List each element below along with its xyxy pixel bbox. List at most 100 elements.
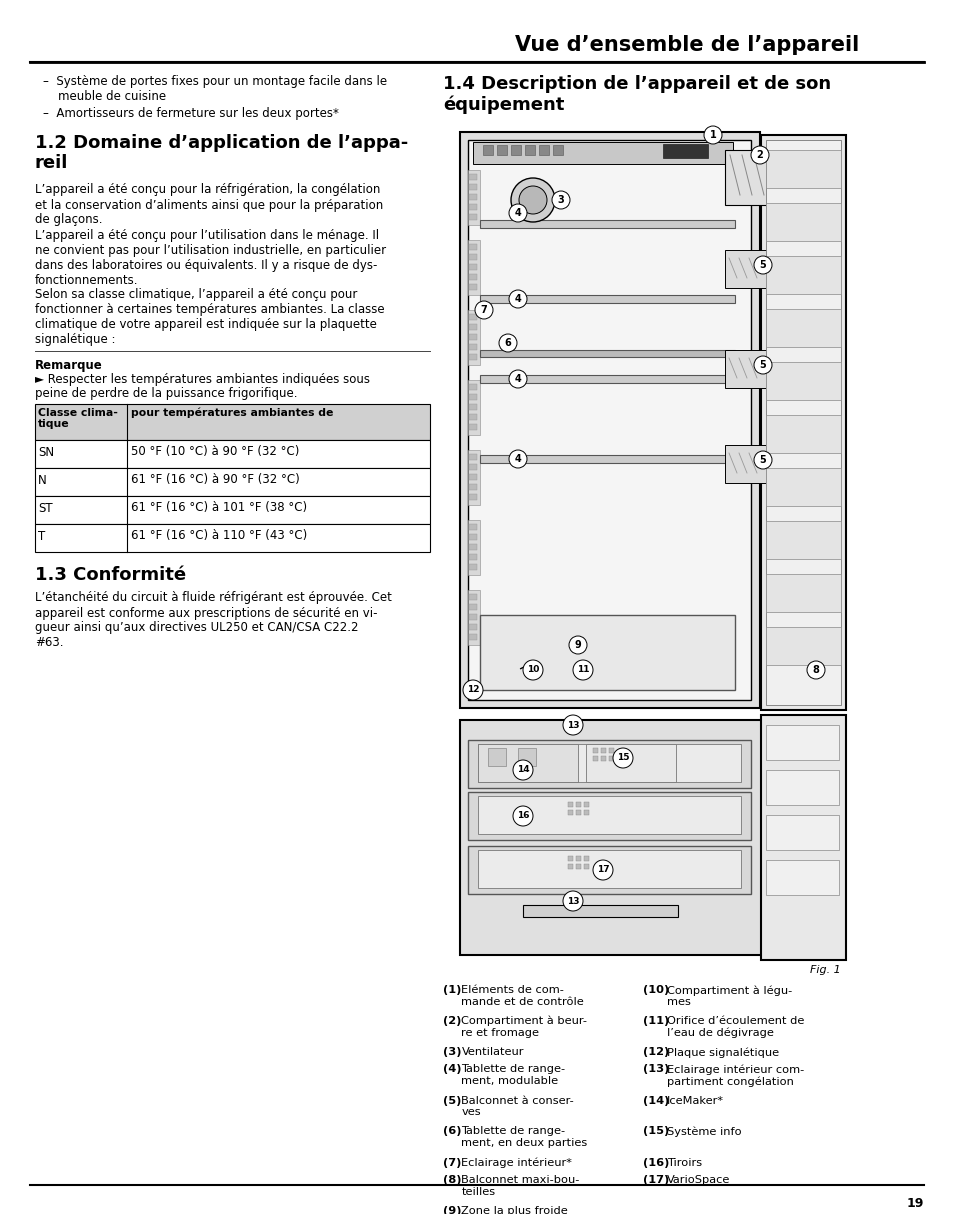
Bar [724, 446, 769, 483]
Bar [469, 404, 476, 410]
Text: Selon sa classe climatique, l’appareil a été conçu pour
fonctionner à certaines : Selon sa classe climatique, l’appareil a… [35, 288, 384, 346]
Circle shape [753, 356, 771, 374]
Bar [765, 770, 838, 805]
Bar [765, 860, 838, 895]
Text: ST: ST [38, 501, 52, 515]
Text: Ventilateur: Ventilateur [461, 1046, 523, 1057]
Text: Remarque: Remarque [35, 359, 103, 371]
Bar [469, 464, 476, 470]
Text: 5: 5 [759, 455, 765, 465]
Text: SN: SN [38, 446, 54, 459]
Text: Vue d’ensemble de l’appareil: Vue d’ensemble de l’appareil [515, 35, 858, 55]
Text: T: T [38, 529, 45, 543]
Text: 14: 14 [517, 766, 529, 775]
Bar [662, 144, 707, 158]
Bar [593, 748, 598, 753]
Bar [724, 250, 769, 288]
Bar [538, 144, 548, 155]
Bar [765, 469, 841, 506]
Circle shape [511, 178, 555, 222]
Bar [765, 310, 841, 347]
Bar [600, 748, 605, 753]
Text: Eclairage intérieur com-
partiment congélation: Eclairage intérieur com- partiment congé… [666, 1065, 803, 1088]
Bar [469, 565, 476, 571]
Bar [765, 256, 841, 294]
Text: 15: 15 [616, 754, 629, 762]
Text: 10: 10 [526, 665, 538, 675]
Bar [765, 725, 838, 760]
Bar [35, 439, 430, 467]
Bar [765, 574, 841, 612]
Text: (6): (6) [442, 1127, 461, 1136]
Bar [479, 220, 734, 228]
Text: 4: 4 [514, 208, 521, 219]
Bar [469, 384, 476, 390]
Bar [469, 484, 476, 490]
Text: Tablette de range-
ment, en deux parties: Tablette de range- ment, en deux parties [461, 1127, 587, 1148]
Bar [469, 454, 476, 460]
Text: 50 °F (10 °C) à 90 °F (32 °C): 50 °F (10 °C) à 90 °F (32 °C) [131, 446, 299, 459]
Text: –  Système de portes fixes pour un montage facile dans le
    meuble de cuisine: – Système de portes fixes pour un montag… [43, 75, 387, 103]
Text: 13: 13 [566, 896, 578, 906]
Bar [469, 624, 476, 630]
Bar [469, 534, 476, 540]
Text: Plaque signalétique: Plaque signalétique [666, 1046, 779, 1057]
Text: 1.2 Domaine d’application de l’appa-
reil: 1.2 Domaine d’application de l’appa- rei… [35, 134, 408, 172]
Text: 1: 1 [709, 130, 716, 140]
Bar [511, 144, 520, 155]
Circle shape [703, 126, 721, 144]
Text: 5: 5 [759, 260, 765, 270]
Bar [583, 864, 588, 869]
Text: (2): (2) [442, 1016, 461, 1026]
Bar [585, 744, 676, 782]
Bar [468, 310, 479, 365]
Bar [468, 520, 479, 575]
Text: 4: 4 [514, 294, 521, 304]
Bar [469, 284, 476, 290]
Bar [576, 802, 580, 807]
Bar [469, 544, 476, 550]
Bar [760, 715, 845, 960]
Text: 4: 4 [514, 374, 521, 384]
Bar [469, 414, 476, 420]
Text: (14): (14) [642, 1095, 669, 1106]
Bar [469, 395, 476, 399]
Circle shape [513, 760, 533, 781]
Bar [488, 748, 505, 766]
Bar [524, 144, 535, 155]
Bar [469, 524, 476, 531]
Text: Zone la plus froide: Zone la plus froide [461, 1206, 568, 1214]
Text: 2: 2 [756, 151, 762, 160]
Text: Balconnet maxi-bou-
teilles: Balconnet maxi-bou- teilles [461, 1175, 579, 1197]
Text: (13): (13) [642, 1065, 669, 1074]
Bar [469, 263, 476, 270]
Text: VarioSpace: VarioSpace [666, 1175, 730, 1185]
Bar [35, 495, 430, 523]
Bar [468, 741, 750, 788]
Bar [553, 144, 562, 155]
Bar [469, 185, 476, 191]
Bar [765, 140, 841, 705]
Text: (8): (8) [442, 1175, 461, 1185]
Text: 61 °F (16 °C) à 110 °F (43 °C): 61 °F (16 °C) à 110 °F (43 °C) [131, 529, 307, 543]
Circle shape [509, 290, 526, 308]
Bar [477, 744, 578, 782]
Text: ► Respecter les températures ambiantes indiquées sous
peine de perdre de la puis: ► Respecter les températures ambiantes i… [35, 373, 370, 401]
Bar [469, 605, 476, 609]
Text: (11): (11) [642, 1016, 669, 1026]
Bar [479, 350, 734, 357]
Bar [765, 815, 838, 850]
Bar [576, 810, 580, 815]
Bar [469, 334, 476, 340]
Text: Fig. 1: Fig. 1 [809, 965, 841, 975]
Text: (12): (12) [642, 1046, 669, 1057]
Bar [567, 802, 573, 807]
Bar [567, 810, 573, 815]
Bar [567, 864, 573, 869]
Text: (3): (3) [442, 1046, 461, 1057]
Bar [468, 792, 750, 840]
Circle shape [750, 146, 768, 164]
Bar [583, 856, 588, 861]
Bar [459, 720, 786, 955]
Bar [468, 846, 750, 894]
